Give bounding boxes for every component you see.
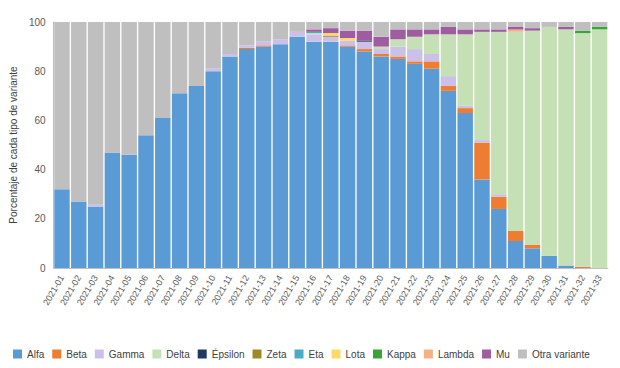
svg-text:2021-15: 2021-15: [276, 273, 302, 308]
svg-text:2021-21: 2021-21: [377, 273, 403, 308]
svg-text:100: 100: [29, 17, 46, 28]
svg-text:2021-16: 2021-16: [293, 273, 319, 308]
svg-text:2021-22: 2021-22: [394, 273, 420, 308]
svg-text:40: 40: [34, 164, 46, 175]
svg-text:2021-23: 2021-23: [410, 273, 436, 308]
svg-text:2021-17: 2021-17: [310, 273, 336, 308]
svg-text:2021-02: 2021-02: [58, 273, 84, 308]
svg-text:Mu: Mu: [496, 349, 510, 360]
svg-text:2021-09: 2021-09: [175, 273, 201, 308]
svg-text:2021-28: 2021-28: [494, 273, 520, 308]
svg-text:2021-05: 2021-05: [108, 273, 134, 308]
svg-text:2021-12: 2021-12: [226, 273, 252, 308]
svg-text:2021-18: 2021-18: [326, 273, 352, 308]
svg-text:2021-24: 2021-24: [427, 273, 453, 308]
svg-text:2021-33: 2021-33: [579, 273, 604, 307]
svg-text:Delta: Delta: [166, 349, 190, 360]
svg-text:80: 80: [34, 66, 46, 77]
svg-text:60: 60: [34, 115, 46, 126]
svg-text:2021-07: 2021-07: [142, 273, 168, 308]
svg-text:Kappa: Kappa: [387, 349, 416, 360]
svg-text:Lota: Lota: [346, 349, 366, 360]
svg-text:Porcentaje de cada tipo de var: Porcentaje de cada tipo de variante: [8, 66, 19, 224]
svg-text:2021-13: 2021-13: [242, 273, 268, 308]
svg-text:2021-25: 2021-25: [444, 273, 470, 308]
svg-text:2021-10: 2021-10: [192, 273, 218, 308]
svg-text:2021-27: 2021-27: [478, 273, 504, 308]
svg-text:2021-03: 2021-03: [74, 273, 100, 308]
svg-text:2021-29: 2021-29: [511, 273, 537, 308]
svg-text:2021-04: 2021-04: [91, 273, 117, 308]
svg-text:2021-26: 2021-26: [461, 273, 487, 308]
svg-text:2021-19: 2021-19: [343, 273, 369, 308]
svg-text:20: 20: [34, 213, 46, 224]
svg-text:2021-08: 2021-08: [158, 273, 184, 308]
svg-text:Gamma: Gamma: [109, 349, 145, 360]
svg-text:Beta: Beta: [66, 349, 87, 360]
svg-text:2021-01: 2021-01: [41, 273, 67, 308]
svg-text:2021-31: 2021-31: [545, 273, 571, 308]
svg-text:2021-30: 2021-30: [528, 273, 554, 308]
svg-text:2021-06: 2021-06: [125, 273, 151, 308]
svg-text:2021-32: 2021-32: [562, 273, 588, 308]
svg-text:0: 0: [40, 263, 46, 274]
svg-text:2021-11: 2021-11: [209, 273, 235, 307]
svg-text:Otra variante: Otra variante: [532, 349, 590, 360]
svg-text:2021-14: 2021-14: [259, 273, 285, 308]
svg-text:Épsilon: Épsilon: [212, 348, 245, 360]
svg-text:Alfa: Alfa: [27, 349, 45, 360]
svg-text:Eta: Eta: [309, 349, 324, 360]
svg-text:2021-20: 2021-20: [360, 273, 386, 308]
svg-text:Zeta: Zeta: [267, 349, 287, 360]
svg-text:Lambda: Lambda: [438, 349, 475, 360]
